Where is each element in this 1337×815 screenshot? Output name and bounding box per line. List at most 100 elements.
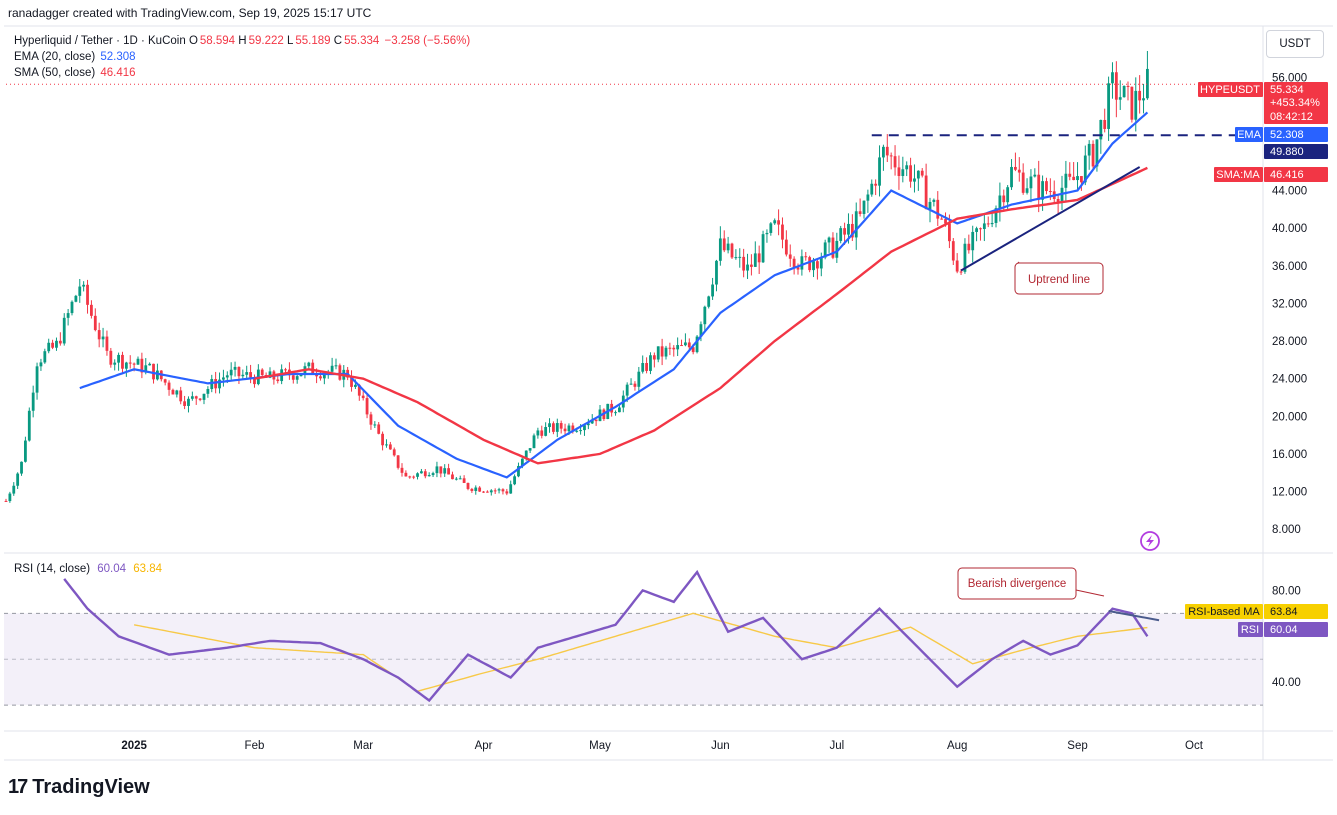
candle-body — [781, 224, 784, 240]
candle-body — [750, 264, 753, 267]
candle-body — [715, 260, 718, 285]
candle-body — [862, 200, 866, 214]
candle-body — [489, 490, 493, 493]
hypeusdt-tag-change: +453.34% — [1270, 97, 1320, 109]
tradingview-logo[interactable]: 17 TradingView — [8, 776, 150, 799]
candle-body — [124, 362, 128, 369]
candle-body — [975, 228, 978, 232]
candle-body — [354, 384, 357, 387]
candles — [4, 50, 1149, 503]
candle-body — [843, 228, 846, 235]
level-tag-value: 49.880 — [1270, 146, 1304, 158]
candle-body — [699, 324, 703, 337]
uptrend-annotation[interactable]: Uptrend line — [1014, 261, 1104, 295]
candle-body — [594, 419, 598, 422]
candle-body — [524, 450, 528, 459]
sma-legend-label: SMA (50, close) — [14, 67, 96, 79]
candle-body — [711, 284, 714, 297]
uptrend-line[interactable] — [960, 166, 1141, 272]
candle-body — [916, 170, 920, 179]
candle-body — [486, 491, 489, 493]
ema-legend-row[interactable]: EMA (20, close) 52.308 — [14, 49, 470, 65]
candle-body — [78, 286, 82, 296]
candle-body — [35, 366, 39, 393]
candle-body — [1130, 86, 1134, 120]
candle-body — [470, 488, 474, 491]
candle-body — [691, 347, 695, 353]
candle-body — [249, 372, 252, 378]
candle-body — [1111, 72, 1114, 84]
candle-body — [51, 342, 54, 348]
candle-body — [416, 473, 419, 477]
lightning-icon[interactable] — [1140, 531, 1160, 551]
currency-button[interactable]: USDT — [1266, 30, 1324, 58]
candle-body — [12, 485, 16, 494]
divergence-line[interactable] — [1108, 610, 1160, 622]
candle-body — [109, 350, 113, 365]
candle-body — [311, 362, 315, 375]
sma-tag-value: 46.416 — [1270, 169, 1304, 181]
rsi-axis[interactable]: 40.00 80.00 — [1272, 585, 1301, 689]
candle-body — [839, 228, 843, 241]
candle-body — [454, 478, 458, 480]
rsi-tick-label: 40.00 — [1272, 677, 1301, 689]
candle-body — [1146, 68, 1149, 99]
ema-line[interactable] — [79, 111, 1149, 479]
candle-body — [338, 365, 342, 380]
price-chart[interactable]: Uptrend line Bearish divergence 8.000 12.… — [0, 0, 1337, 770]
symbol-name[interactable]: Hyperliquid / Tether · 1D · KuCoin — [14, 35, 186, 47]
candle-body — [1142, 98, 1145, 101]
candle-body — [431, 473, 435, 476]
price-axis[interactable]: 8.000 12.000 16.000 20.000 24.000 28.000 32.00… — [1272, 73, 1307, 537]
candle-body — [58, 340, 62, 344]
candle-body — [276, 379, 280, 382]
candle-body — [676, 345, 680, 350]
time-tick-label: Apr — [475, 740, 493, 752]
symbol-row[interactable]: Hyperliquid / Tether · 1D · KuCoin O 58.5… — [14, 33, 470, 49]
candle-body — [117, 354, 120, 363]
candle-body — [672, 347, 676, 350]
candle-body — [850, 223, 854, 238]
sma-legend-row[interactable]: SMA (50, close) 46.416 — [14, 65, 470, 81]
candle-body — [1083, 155, 1087, 183]
price-tick-label: 20.000 — [1272, 411, 1307, 423]
price-tick-label: 12.000 — [1272, 487, 1307, 499]
candle-body — [1107, 83, 1110, 129]
candle-body — [171, 389, 175, 395]
candle-body — [8, 493, 12, 502]
candle-body — [443, 468, 447, 474]
candle-body — [757, 253, 761, 263]
candle-body — [39, 362, 43, 367]
candle-body — [563, 428, 567, 432]
candle-body — [132, 363, 136, 365]
ema-tag: EMA 52.308 — [1235, 127, 1328, 142]
rsi-ma-line[interactable] — [133, 612, 1148, 693]
candle-body — [796, 267, 800, 270]
candle-body — [680, 345, 683, 347]
candle-body — [62, 317, 66, 344]
low-label: L — [286, 35, 294, 47]
candle-body — [528, 448, 532, 451]
candle-body — [816, 261, 819, 269]
sma-line[interactable] — [254, 166, 1148, 465]
candle-body — [769, 223, 773, 233]
candle-body — [214, 379, 218, 389]
candle-body — [295, 376, 299, 380]
candle-body — [396, 455, 400, 468]
candle-body — [322, 373, 326, 379]
candle-body — [1041, 181, 1044, 200]
candle-body — [357, 384, 361, 396]
candle-body — [128, 362, 132, 364]
rsi-line[interactable] — [63, 569, 1149, 703]
candle-body — [1045, 181, 1048, 192]
candle-body — [913, 178, 916, 182]
divergence-annotation[interactable]: Bearish divergence — [957, 567, 1105, 600]
candle-body — [800, 256, 804, 270]
candle-body — [1126, 85, 1130, 87]
price-tick-label: 16.000 — [1272, 449, 1307, 461]
time-axis[interactable]: 2025 Feb Mar Apr May Jun Jul Aug Sep Oct — [121, 740, 1203, 752]
candle-body — [253, 377, 256, 385]
time-tick-label: Feb — [245, 740, 265, 752]
rsi-legend[interactable]: RSI (14, close) 60.04 63.84 — [14, 563, 162, 575]
candle-body — [548, 423, 551, 428]
